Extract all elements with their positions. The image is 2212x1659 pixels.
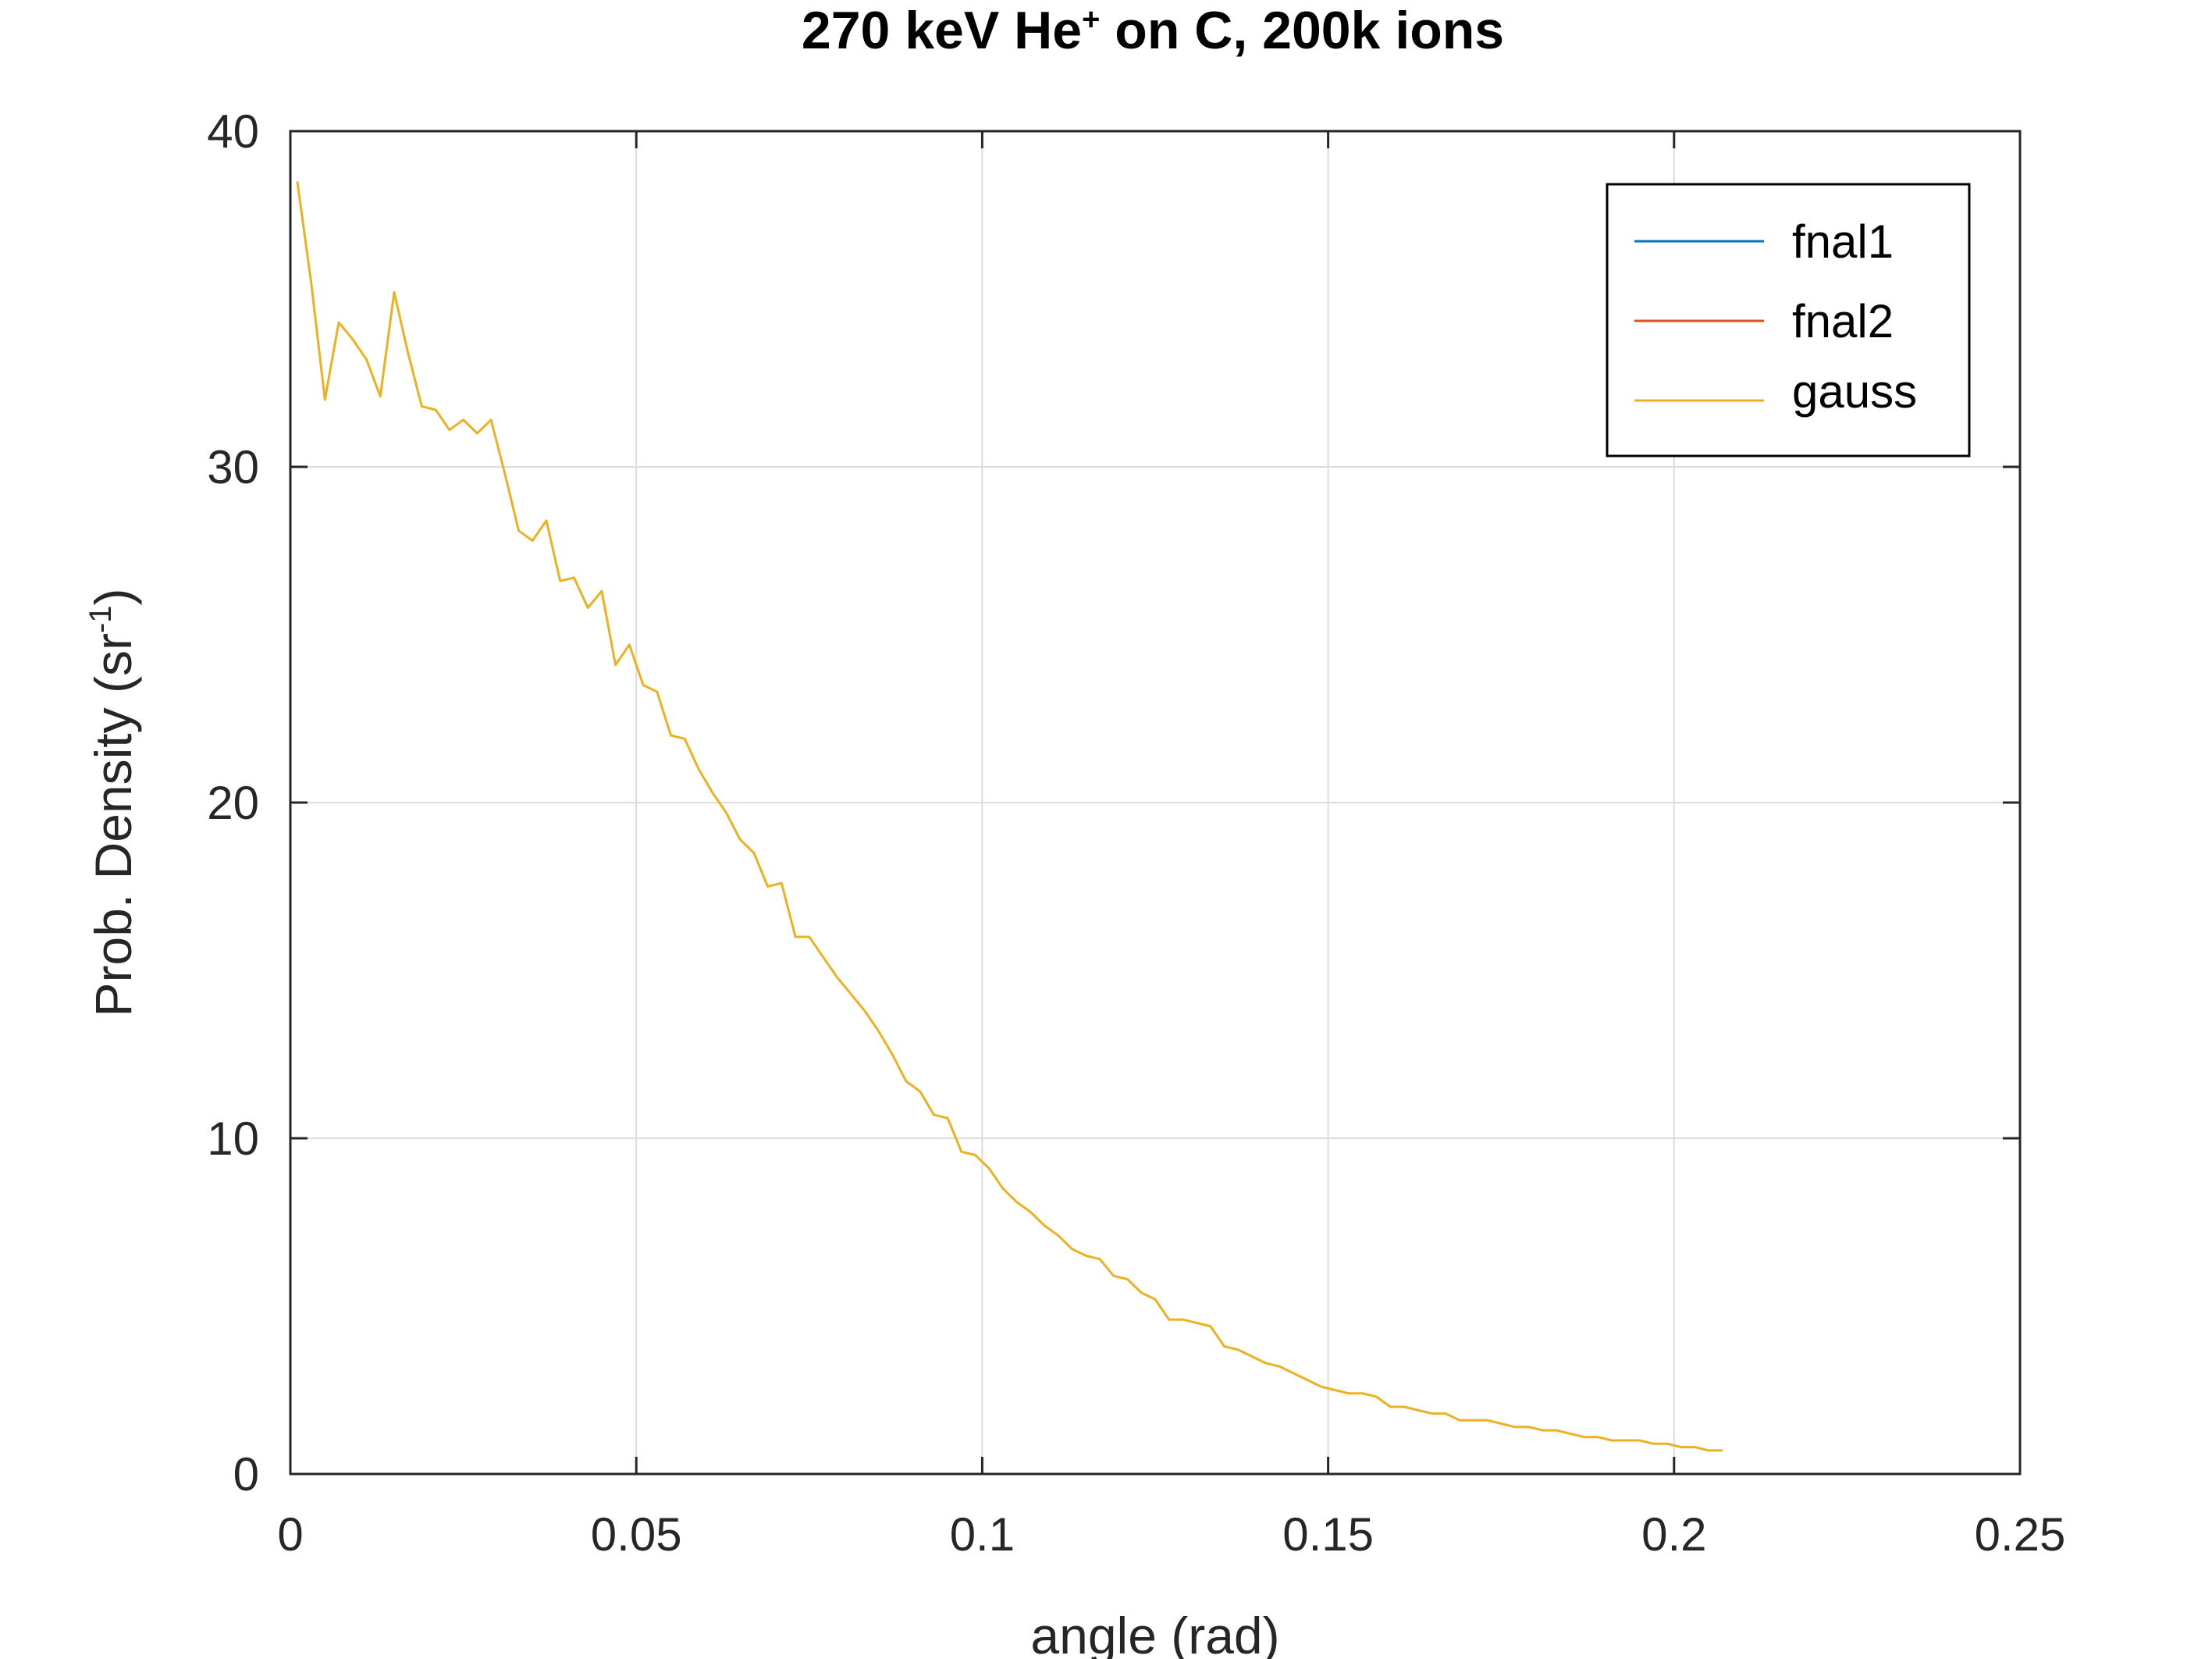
x-tick-label: 0 [277,1508,303,1561]
y-tick-labels: 0 10 20 30 40 [207,105,259,1501]
x-axis-label: angle (rad) [1030,1607,1279,1659]
series-lines [296,181,1723,1452]
x-tick-label: 0.05 [591,1508,682,1561]
y-label-superscript: -1 [84,605,118,633]
x-tick-label: 0.1 [950,1508,1015,1561]
y-tick-label: 0 [233,1448,259,1501]
legend: fnal1 fnal2 gauss [1606,183,1971,457]
title-main: 270 keV He [802,1,1082,60]
y-axis-label: Prob. Density (sr-1) [84,588,142,1016]
legend-label-gauss: gauss [1792,365,1917,418]
x-tick-label: 0.15 [1282,1508,1374,1561]
legend-label-fnal1: fnal1 [1792,215,1894,268]
x-tick-label: 0.2 [1641,1508,1706,1561]
axis-ticks [289,130,2022,1476]
y-label-main: Prob. Density (sr [84,633,142,1016]
x-tick-label: 0.25 [1975,1508,2066,1561]
y-tick-label: 10 [207,1113,259,1165]
y-tick-label: 40 [207,105,259,158]
title-rest: on C, 200k ions [1100,1,1504,60]
x-tick-labels: 0 0.05 0.1 0.15 0.2 0.25 [277,1508,2065,1561]
y-tick-label: 20 [207,777,259,829]
y-label-rest: ) [84,588,142,605]
chart-title: 270 keV He+ on C, 200k ions [802,1,1504,60]
y-tick-label: 30 [207,441,259,493]
legend-label-fnal2: fnal2 [1792,295,1894,347]
title-superscript: + [1082,2,1100,37]
series-line-gauss [296,181,1723,1452]
